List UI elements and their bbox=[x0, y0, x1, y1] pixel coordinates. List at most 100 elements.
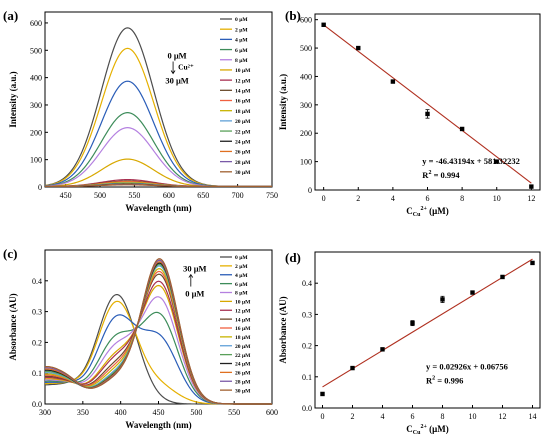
y-tick-label: 100 bbox=[300, 158, 312, 167]
annotation-arrowhead bbox=[170, 70, 176, 75]
x-tick-label: 2 bbox=[351, 412, 355, 421]
legend-label: 28 μM bbox=[235, 160, 251, 166]
series-line bbox=[45, 184, 272, 188]
y-axis-label: Intensity (a.u.) bbox=[8, 71, 18, 127]
x-axis-label-main: C bbox=[406, 424, 413, 434]
panel-a: 450 500 550 600 650 700 750 0 100 200 300 400 500 600… bbox=[3, 8, 278, 213]
y-axis-label: Absorbance (AU) bbox=[278, 296, 288, 363]
x-tick-label: 8 bbox=[441, 412, 445, 421]
data-point bbox=[356, 45, 361, 51]
y-tick-label: 300 bbox=[30, 101, 42, 110]
y-tick-label: 200 bbox=[30, 128, 42, 137]
fit-r2-prefix: R bbox=[422, 170, 429, 180]
legend-label: 14 μM bbox=[235, 317, 251, 323]
legend-label: 6 μM bbox=[235, 282, 248, 288]
x-tick-label: 500 bbox=[190, 408, 202, 417]
legend-label: 30 μM bbox=[235, 388, 251, 394]
fit-r2-value: = 0.996 bbox=[435, 376, 463, 386]
x-tick-label: 450 bbox=[153, 408, 165, 417]
x-axis-label: Wavelength (nm) bbox=[125, 203, 191, 213]
y-tick-label: 400 bbox=[300, 72, 312, 81]
data-point bbox=[529, 184, 534, 189]
annotation-arrow-label: Cu²⁺ bbox=[178, 62, 194, 71]
data-point bbox=[470, 290, 475, 295]
y-tick-label: 0.2 bbox=[302, 342, 312, 351]
x-tick-label: 6 bbox=[426, 194, 430, 203]
legend-label: 4 μM bbox=[235, 273, 248, 279]
data-point bbox=[494, 159, 499, 164]
fit-line bbox=[323, 24, 532, 184]
x-axis-label: CCu2+ (μM) bbox=[406, 424, 448, 436]
annotation-bottom: 0 μM bbox=[185, 289, 204, 299]
x-axis-label-main: C bbox=[406, 206, 413, 216]
legend-label: 30 μM bbox=[235, 170, 251, 176]
series-line bbox=[44, 258, 272, 405]
legend-label: 28 μM bbox=[235, 379, 251, 385]
x-tick-label: 400 bbox=[115, 408, 127, 417]
data-point bbox=[380, 347, 385, 352]
x-tick-label: 750 bbox=[266, 191, 278, 200]
fit-r2-sup: 2 bbox=[428, 170, 431, 176]
annotation-top: 0 μM bbox=[167, 50, 186, 60]
panel-b: 0 2 4 6 8 10 12 0 100 200 300 400 500 600 Intensity (a… bbox=[278, 8, 541, 218]
legend-label: 18 μM bbox=[235, 335, 251, 341]
annotation-arrowhead bbox=[188, 273, 194, 278]
x-axis-label-sup: 2+ bbox=[420, 206, 427, 212]
data-point bbox=[350, 365, 355, 371]
x-tick-label: 300 bbox=[39, 408, 51, 417]
legend-label: 2 μM bbox=[235, 264, 248, 270]
legend-label: 0 μM bbox=[235, 17, 248, 23]
legend-label: 2 μM bbox=[235, 27, 248, 33]
y-tick-label: 0.2 bbox=[32, 338, 42, 347]
annotation-top: 30 μM bbox=[183, 264, 206, 274]
x-tick-label: 4 bbox=[381, 412, 385, 421]
x-tick-label: 700 bbox=[232, 191, 244, 200]
panel-label: (c) bbox=[3, 246, 17, 261]
y-axis-label: Intensity (a.u.) bbox=[278, 74, 288, 130]
legend-label: 22 μM bbox=[235, 129, 251, 135]
x-axis-label-sub: Cu bbox=[413, 212, 421, 218]
fit-equation: y = -46.43194x + 581.32232 bbox=[422, 156, 520, 166]
data-point bbox=[410, 320, 415, 326]
y-tick-label: 600 bbox=[30, 19, 42, 28]
fit-r2: R2 = 0.994 bbox=[422, 170, 460, 180]
data-point bbox=[530, 260, 535, 266]
y-tick-label: 0.0 bbox=[302, 404, 312, 413]
x-tick-label: 600 bbox=[163, 191, 175, 200]
legend-label: 26 μM bbox=[235, 150, 251, 156]
x-tick-label: 10 bbox=[469, 412, 477, 421]
x-tick-label: 500 bbox=[94, 191, 106, 200]
x-axis-label: CCu2+ (μM) bbox=[406, 206, 448, 218]
y-tick-label: 0.4 bbox=[302, 279, 312, 288]
legend-label: 14 μM bbox=[235, 89, 251, 95]
fit-r2-value: = 0.994 bbox=[431, 170, 460, 180]
y-tick-label: 0 bbox=[38, 183, 42, 192]
legend-label: 10 μM bbox=[235, 68, 251, 74]
y-tick-label: 500 bbox=[300, 44, 312, 53]
legend-label: 4 μM bbox=[235, 38, 248, 44]
x-tick-label: 12 bbox=[527, 194, 535, 203]
y-tick-label: 100 bbox=[30, 156, 42, 165]
y-tick-label: 0.3 bbox=[32, 308, 42, 317]
y-tick-label: 0.1 bbox=[302, 373, 312, 382]
panel-c: 300 350 400 450 500 550 600 0.0 0.1 0.2 0.3 0.4 Abso… bbox=[3, 246, 278, 430]
plot-frame bbox=[314, 251, 541, 409]
x-tick-label: 12 bbox=[499, 412, 507, 421]
fit-r2-prefix: R bbox=[426, 376, 433, 386]
y-tick-label: 400 bbox=[30, 74, 42, 83]
y-tick-label: 0.3 bbox=[302, 310, 312, 319]
x-tick-label: 550 bbox=[128, 191, 140, 200]
x-tick-label: 8 bbox=[460, 194, 464, 203]
legend-label: 24 μM bbox=[235, 139, 251, 145]
legend-label: 18 μM bbox=[235, 109, 251, 115]
x-tick-label: 6 bbox=[411, 412, 415, 421]
legend-label: 26 μM bbox=[235, 371, 251, 377]
x-tick-label: 14 bbox=[529, 412, 537, 421]
x-tick-label: 2 bbox=[356, 194, 360, 203]
legend-label: 8 μM bbox=[235, 58, 248, 64]
x-tick-label: 600 bbox=[266, 408, 278, 417]
x-axis-label-unit: (μM) bbox=[427, 206, 449, 216]
y-tick-label: 300 bbox=[300, 101, 312, 110]
fit-r2: R2 = 0.996 bbox=[426, 376, 463, 386]
y-tick-label: 0.1 bbox=[32, 369, 42, 378]
